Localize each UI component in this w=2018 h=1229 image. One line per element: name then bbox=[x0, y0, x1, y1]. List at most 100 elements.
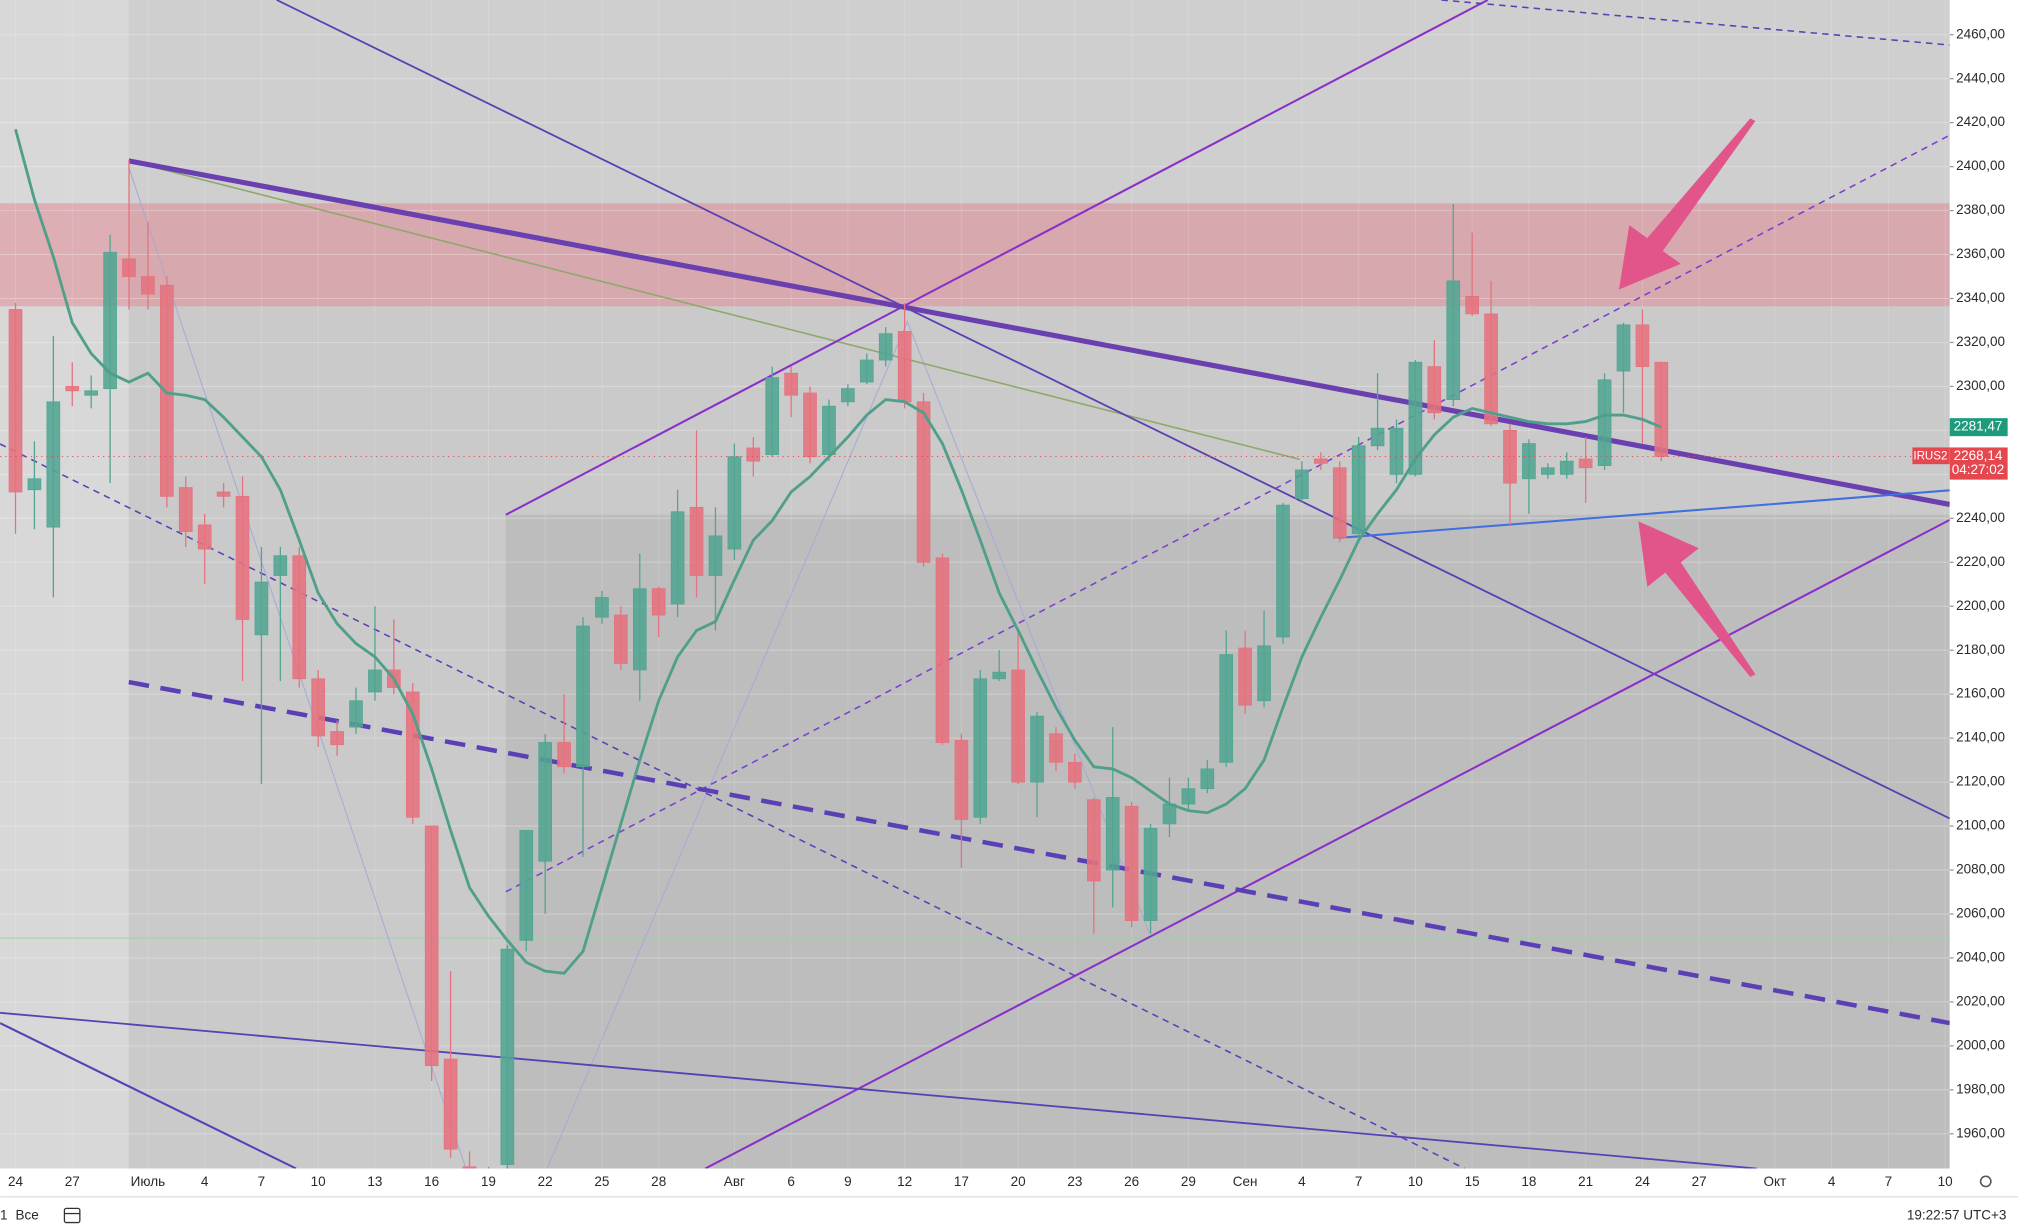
y-tick-label: 2160,00 bbox=[1956, 686, 2005, 701]
candle-body bbox=[1219, 654, 1234, 763]
candle-body bbox=[1332, 467, 1347, 539]
arrow bbox=[1618, 118, 1756, 290]
x-tick-label: 19 bbox=[481, 1174, 496, 1189]
trend-line bbox=[1338, 489, 1950, 539]
candle-body bbox=[1522, 443, 1536, 480]
candle-body bbox=[216, 491, 231, 497]
x-tick-label: 23 bbox=[1067, 1174, 1082, 1189]
candle-body bbox=[557, 742, 571, 768]
candle-body bbox=[595, 597, 609, 618]
y-tick-label: 2360,00 bbox=[1956, 246, 2005, 261]
y-tick-label: 2320,00 bbox=[1956, 334, 2005, 349]
candle-body bbox=[1200, 768, 1215, 790]
x-tick-label: 17 bbox=[954, 1174, 969, 1189]
candle-body bbox=[1238, 647, 1252, 706]
grid bbox=[0, 34, 1950, 1135]
y-tick-label: 1960,00 bbox=[1956, 1125, 2005, 1140]
x-tick-label: 29 bbox=[1181, 1174, 1196, 1189]
y-tick-label: 2000,00 bbox=[1956, 1037, 2005, 1052]
candle-body bbox=[141, 276, 155, 295]
price-axis-background bbox=[1949, 0, 2018, 1197]
candle-body bbox=[405, 691, 420, 818]
y-tick-label: 2400,00 bbox=[1956, 158, 2005, 173]
candle-body bbox=[1616, 324, 1631, 372]
candle-body bbox=[765, 377, 780, 455]
x-tick-label: 15 bbox=[1465, 1174, 1480, 1189]
y-tick-label: 2420,00 bbox=[1956, 114, 2005, 129]
candle-body bbox=[916, 401, 931, 563]
candle-body bbox=[443, 1058, 458, 1150]
candle-body bbox=[878, 333, 893, 361]
x-tick-label: 4 bbox=[1828, 1174, 1836, 1189]
shade bbox=[0, 0, 129, 1169]
candle-body bbox=[1389, 427, 1404, 475]
x-tick-label: Июль bbox=[131, 1174, 165, 1189]
settings-icon[interactable] bbox=[1979, 1175, 1992, 1188]
candle-body bbox=[651, 588, 666, 616]
candle-body bbox=[1446, 280, 1461, 401]
candle-body bbox=[538, 742, 553, 862]
series bbox=[0, 128, 1950, 1169]
price-label-box bbox=[1949, 418, 2008, 437]
candle-body bbox=[1124, 805, 1139, 921]
y-tick-label: 2180,00 bbox=[1956, 642, 2005, 657]
candle-body bbox=[424, 825, 439, 1067]
candle-body bbox=[1427, 366, 1442, 414]
shade bbox=[128, 0, 1950, 204]
candle-body bbox=[1541, 467, 1555, 475]
all-button[interactable]: Все bbox=[16, 1208, 39, 1223]
x-tick-label: 24 bbox=[1635, 1174, 1651, 1189]
range-button[interactable]: 1 bbox=[0, 1208, 8, 1223]
candle-body bbox=[614, 614, 628, 664]
axes: 1960,00 1980,00 2000,00 2020,00 2040,00 2060,… bbox=[8, 26, 2008, 1189]
x-tick-label: 25 bbox=[594, 1174, 609, 1189]
calendar-icon[interactable] bbox=[63, 1207, 81, 1224]
candle-body bbox=[1408, 361, 1423, 475]
candle-body bbox=[122, 258, 136, 277]
candle-body bbox=[1181, 788, 1196, 805]
candle-body bbox=[292, 555, 307, 680]
candle-body bbox=[935, 557, 950, 743]
price-label: 2281,47 bbox=[1954, 419, 2003, 434]
candle-body bbox=[1030, 715, 1044, 783]
candle-body bbox=[1105, 797, 1120, 871]
trend-line bbox=[505, 134, 1950, 893]
x-tick-label: Авг bbox=[724, 1174, 745, 1189]
candle-body bbox=[235, 495, 250, 620]
candle-body bbox=[973, 678, 988, 818]
y-tick-label: 2460,00 bbox=[1956, 26, 2005, 41]
x-tick-label: 9 bbox=[844, 1174, 852, 1189]
x-tick-label: 10 bbox=[1408, 1174, 1423, 1189]
candle-body bbox=[1313, 458, 1328, 464]
candle-body bbox=[576, 625, 590, 768]
candle-body bbox=[708, 535, 723, 576]
y-tick-label: 2220,00 bbox=[1956, 554, 2005, 569]
candle-body bbox=[1068, 761, 1082, 783]
x-tick-label: Окт bbox=[1763, 1174, 1786, 1189]
candle-body bbox=[368, 669, 382, 693]
candle-body bbox=[1370, 427, 1385, 447]
candle-body bbox=[330, 731, 344, 746]
trend-line bbox=[0, 1022, 297, 1169]
candle-body bbox=[1351, 445, 1366, 535]
x-tick-label: 10 bbox=[1938, 1174, 1953, 1189]
candle-body bbox=[670, 511, 685, 605]
candle-body bbox=[803, 392, 817, 458]
price-label: 2268,14 bbox=[1954, 448, 2003, 463]
candle-body bbox=[1049, 733, 1063, 763]
y-tick-label: 2240,00 bbox=[1956, 510, 2005, 525]
symbol-label: IRUS2 bbox=[1913, 451, 1947, 463]
candle-body bbox=[746, 447, 761, 462]
y-tick-label: 2100,00 bbox=[1956, 818, 2005, 833]
candle-body bbox=[65, 386, 80, 392]
candle-body bbox=[178, 487, 193, 532]
trend-line bbox=[128, 158, 1950, 507]
y-tick-label: 2440,00 bbox=[1956, 70, 2005, 85]
x-tick-label: Сен bbox=[1233, 1174, 1258, 1189]
candle-body bbox=[27, 478, 42, 491]
x-tick-label: 7 bbox=[258, 1174, 266, 1189]
y-tick-label: 2060,00 bbox=[1956, 906, 2005, 921]
trend-line bbox=[276, 0, 1950, 820]
candle-body bbox=[8, 309, 23, 493]
